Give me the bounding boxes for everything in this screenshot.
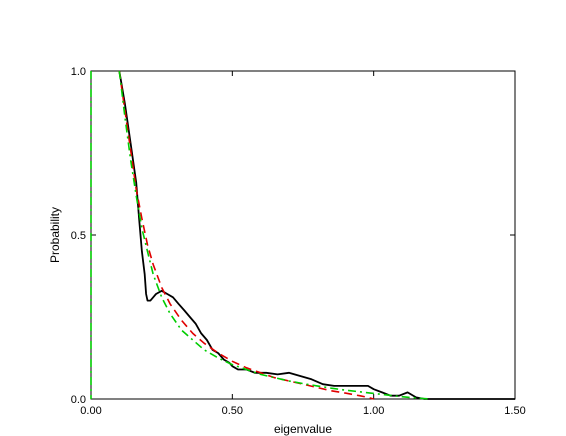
x-axis-title: eigenvalue: [274, 422, 332, 436]
y-tick-label: 0.5: [71, 230, 86, 242]
series-line-2: [118, 70, 374, 400]
y-axis-title: Probability: [48, 207, 62, 263]
y-tick-label: 1.0: [71, 66, 86, 78]
x-tick-label: 1.00: [363, 405, 384, 417]
series-line-1: [118, 70, 515, 400]
plot-frame: [90, 70, 516, 400]
tick-marks: [90, 70, 516, 400]
series-layer: [90, 70, 515, 400]
x-tick-label: 1.50: [504, 405, 525, 417]
series-line-4: [118, 70, 431, 400]
x-tick-label: 0.50: [222, 405, 243, 417]
x-tick-label: 0.00: [80, 405, 101, 417]
y-tick-label: 0.0: [71, 394, 86, 406]
tick-labels: 0.00 0.50 1.00 1.50 0.0 0.5 1.0: [71, 66, 526, 417]
